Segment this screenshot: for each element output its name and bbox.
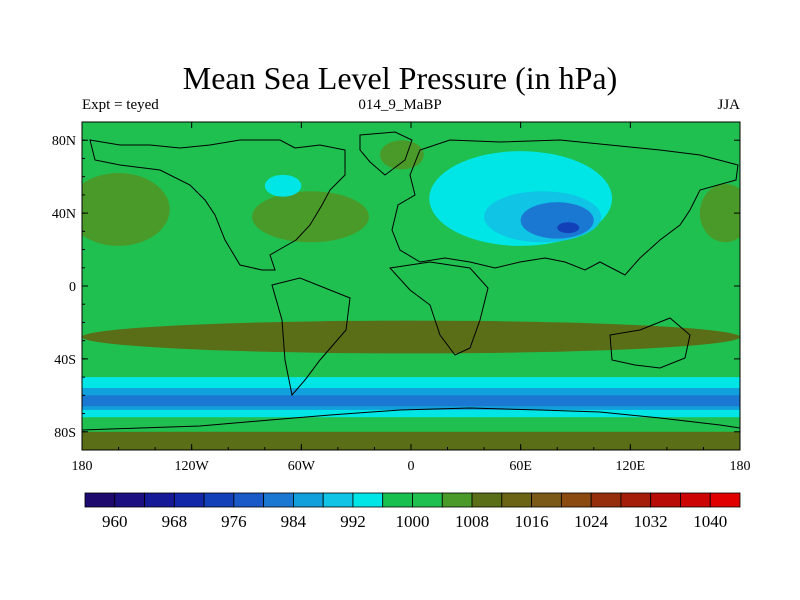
colorbar-swatch — [531, 492, 562, 508]
x-tick-label: 120W — [175, 459, 210, 474]
experiment-label: Expt = teyed — [82, 97, 159, 113]
season-label: JJA — [717, 97, 740, 113]
colorbar-label: 984 — [281, 512, 307, 531]
colorbar-label: 968 — [162, 512, 188, 531]
colorbar: 960 968 976 984 992 1000 1008 1016 1024 1032 1040 — [84, 492, 741, 531]
colorbar-swatch — [412, 492, 443, 508]
region-low-asia-core — [557, 222, 580, 234]
colorbar-swatch — [620, 492, 652, 508]
colorbar-label: 976 — [221, 512, 247, 531]
colorbar-swatch — [680, 492, 711, 508]
colorbar-swatch — [590, 492, 622, 508]
colorbar-label: 1000 — [396, 512, 430, 531]
coastlines — [82, 131, 740, 431]
axis-ticks: 180 120W 60W 0 60E 120E 180 80N 40N 0 40S 80S — [52, 121, 751, 474]
pressure-field — [82, 122, 740, 450]
region-low-north-pacific — [264, 174, 302, 197]
y-tick-label: 80S — [54, 426, 76, 441]
colorbar-swatch — [650, 492, 681, 508]
region-subtropical-high-belt — [82, 320, 740, 354]
region-high-atlantic-north — [251, 191, 369, 243]
chart-title: Mean Sea Level Pressure (in hPa) — [182, 60, 618, 96]
region-high-pacific-east — [699, 183, 740, 243]
colorbar-swatch — [144, 492, 175, 508]
colorbar-swatch — [84, 492, 116, 508]
colorbar-label: 992 — [340, 512, 366, 531]
colorbar-swatch — [501, 492, 532, 508]
x-tick-label: 120E — [616, 459, 646, 474]
y-tick-label: 40N — [52, 207, 76, 222]
colorbar-swatch — [352, 492, 384, 508]
colorbar-swatch — [233, 492, 265, 508]
region-high-pacific-north — [82, 173, 170, 246]
region-high-arctic-europe — [379, 140, 424, 170]
y-tick-label: 40S — [54, 353, 76, 368]
colorbar-label: 1008 — [455, 512, 489, 531]
y-tick-label: 80N — [52, 134, 76, 149]
y-tick-label: 0 — [69, 280, 76, 295]
region-antarctic-high — [82, 431, 740, 450]
colorbar-label: 1032 — [634, 512, 668, 531]
colorbar-swatch — [263, 492, 294, 508]
x-tick-label: 60E — [509, 459, 532, 474]
time-label: 014_9_MaBP — [358, 97, 442, 113]
x-tick-label: 0 — [408, 459, 415, 474]
colorbar-swatch — [382, 492, 413, 508]
colorbar-swatch — [471, 492, 503, 508]
colorbar-swatch — [293, 492, 324, 508]
x-tick-label: 180 — [72, 459, 93, 474]
colorbar-label: 1016 — [515, 512, 549, 531]
colorbar-label: 960 — [102, 512, 128, 531]
colorbar-swatch — [560, 492, 592, 508]
colorbar-swatch — [322, 492, 354, 508]
colorbar-swatch — [173, 492, 205, 508]
colorbar-label: 1024 — [574, 512, 609, 531]
region-southern-ocean-band-984 — [82, 395, 740, 407]
colorbar-swatch — [441, 492, 473, 508]
x-tick-label: 180 — [730, 459, 751, 474]
colorbar-swatch — [114, 492, 145, 508]
colorbar-swatch — [709, 492, 741, 508]
colorbar-label: 1040 — [693, 512, 727, 531]
region-low-asia-inner — [520, 202, 594, 239]
colorbar-swatch — [203, 492, 235, 508]
x-tick-label: 60W — [288, 459, 316, 474]
